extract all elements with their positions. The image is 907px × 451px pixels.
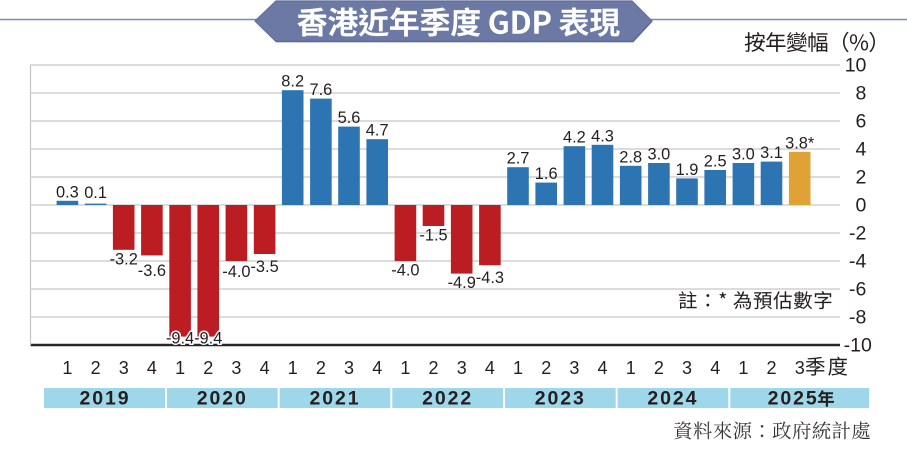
svg-text:-4.9: -4.9 bbox=[448, 274, 476, 292]
svg-text:-4.0: -4.0 bbox=[222, 263, 250, 281]
svg-text:3.8*: 3.8* bbox=[785, 134, 815, 152]
svg-text:10: 10 bbox=[845, 55, 867, 77]
svg-text:0.1: 0.1 bbox=[84, 184, 107, 202]
svg-text:2020: 2020 bbox=[197, 387, 248, 409]
svg-text:1: 1 bbox=[62, 358, 72, 378]
svg-text:2: 2 bbox=[91, 358, 101, 378]
svg-text:3: 3 bbox=[231, 358, 241, 378]
svg-text:-3.6: -3.6 bbox=[138, 262, 166, 280]
svg-text:5.6: 5.6 bbox=[338, 109, 361, 127]
svg-text:-3.5: -3.5 bbox=[250, 258, 278, 276]
svg-text:2: 2 bbox=[541, 358, 551, 378]
svg-text:1: 1 bbox=[400, 358, 410, 378]
svg-text:3.0: 3.0 bbox=[648, 146, 671, 164]
svg-text:2.8: 2.8 bbox=[619, 148, 642, 166]
svg-text:2021: 2021 bbox=[310, 387, 361, 409]
svg-text:-3.2: -3.2 bbox=[110, 250, 138, 268]
svg-text:3: 3 bbox=[457, 358, 467, 378]
svg-text:4: 4 bbox=[372, 358, 382, 378]
svg-text:3: 3 bbox=[682, 358, 692, 378]
svg-text:2: 2 bbox=[654, 358, 664, 378]
svg-text:4: 4 bbox=[856, 139, 867, 161]
svg-text:2: 2 bbox=[203, 358, 213, 378]
svg-text:1: 1 bbox=[288, 358, 298, 378]
svg-text:-6: -6 bbox=[849, 279, 866, 301]
svg-text:4: 4 bbox=[710, 358, 720, 378]
svg-text:-9.4: -9.4 bbox=[166, 329, 194, 347]
svg-text:0: 0 bbox=[856, 195, 867, 217]
svg-text:4: 4 bbox=[485, 358, 495, 378]
svg-text:2: 2 bbox=[766, 358, 776, 378]
svg-text:-9.4: -9.4 bbox=[194, 329, 222, 347]
svg-text:2022: 2022 bbox=[422, 387, 473, 409]
svg-text:2: 2 bbox=[316, 358, 326, 378]
svg-text:3: 3 bbox=[344, 358, 354, 378]
svg-text:2024: 2024 bbox=[647, 387, 698, 409]
svg-text:-4.3: -4.3 bbox=[476, 269, 504, 287]
svg-text:1: 1 bbox=[738, 358, 748, 378]
svg-text:3: 3 bbox=[795, 358, 805, 378]
svg-text:4: 4 bbox=[260, 358, 270, 378]
svg-text:3.1: 3.1 bbox=[760, 144, 783, 162]
svg-text:2: 2 bbox=[428, 358, 438, 378]
svg-text:2: 2 bbox=[856, 167, 867, 189]
svg-text:-10: -10 bbox=[844, 335, 872, 357]
svg-text:1.9: 1.9 bbox=[676, 161, 699, 179]
svg-text:6: 6 bbox=[856, 111, 867, 133]
svg-text:1.6: 1.6 bbox=[535, 165, 558, 183]
svg-text:2.5: 2.5 bbox=[704, 153, 727, 171]
svg-text:4.7: 4.7 bbox=[366, 122, 389, 140]
svg-text:4: 4 bbox=[147, 358, 157, 378]
svg-text:-1.5: -1.5 bbox=[419, 227, 447, 245]
svg-text:1: 1 bbox=[513, 358, 523, 378]
svg-text:4: 4 bbox=[597, 358, 607, 378]
svg-text:2025: 2025 bbox=[768, 387, 819, 409]
svg-text:1: 1 bbox=[626, 358, 636, 378]
svg-text:-2: -2 bbox=[849, 223, 866, 245]
svg-text:-4: -4 bbox=[849, 251, 866, 273]
svg-text:2019: 2019 bbox=[80, 387, 131, 409]
svg-text:7.6: 7.6 bbox=[310, 81, 333, 99]
svg-text:8.2: 8.2 bbox=[281, 73, 304, 91]
svg-text:-4.0: -4.0 bbox=[391, 262, 419, 280]
svg-text:-8: -8 bbox=[849, 307, 866, 329]
svg-text:3.0: 3.0 bbox=[732, 146, 755, 164]
svg-text:4.3: 4.3 bbox=[591, 127, 614, 145]
svg-text:8: 8 bbox=[856, 83, 867, 105]
svg-text:4.2: 4.2 bbox=[563, 129, 586, 147]
svg-text:2.7: 2.7 bbox=[507, 150, 530, 168]
svg-text:3: 3 bbox=[119, 358, 129, 378]
svg-text:1: 1 bbox=[175, 358, 185, 378]
svg-text:0.3: 0.3 bbox=[56, 183, 79, 201]
svg-text:3: 3 bbox=[569, 358, 579, 378]
svg-text:2023: 2023 bbox=[535, 387, 586, 409]
